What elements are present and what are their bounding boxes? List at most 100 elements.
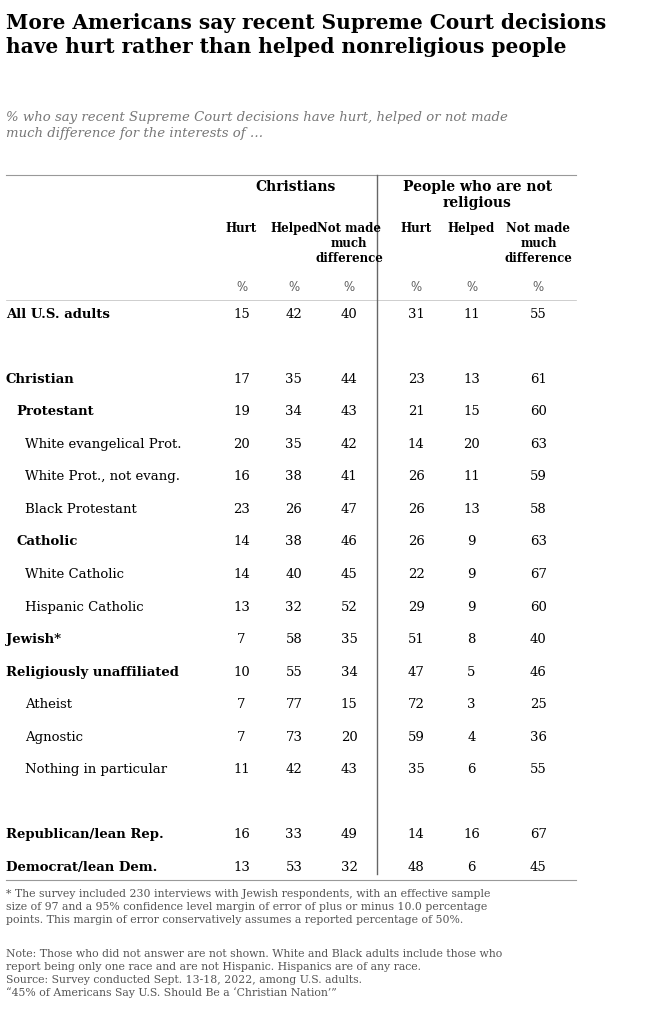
Text: 15: 15 [463,406,480,419]
Text: 7: 7 [237,730,246,743]
Text: 46: 46 [341,536,358,549]
Text: 41: 41 [341,470,358,483]
Text: 55: 55 [286,666,302,679]
Text: Hurt: Hurt [226,222,257,236]
Text: 40: 40 [341,308,358,321]
Text: %: % [411,281,421,294]
Text: 67: 67 [530,568,547,581]
Text: 14: 14 [233,568,250,581]
Text: Catholic: Catholic [16,536,78,549]
Text: Nothing in particular: Nothing in particular [25,763,167,776]
Text: 58: 58 [286,633,302,646]
Text: 6: 6 [467,860,476,873]
Text: %: % [344,281,355,294]
Text: 43: 43 [341,406,358,419]
Text: 16: 16 [233,828,250,841]
Text: 22: 22 [408,568,425,581]
Text: 42: 42 [286,308,302,321]
Text: 26: 26 [286,503,302,516]
Text: 14: 14 [408,438,425,451]
Text: 60: 60 [530,406,547,419]
Text: 36: 36 [530,730,547,743]
Text: Helped: Helped [448,222,495,236]
Text: 19: 19 [233,406,250,419]
Text: 34: 34 [286,406,302,419]
Text: 9: 9 [467,536,476,549]
Text: 32: 32 [341,860,358,873]
Text: 46: 46 [530,666,547,679]
Text: 29: 29 [407,600,425,613]
Text: %: % [533,281,544,294]
Text: 38: 38 [286,536,302,549]
Text: 63: 63 [530,438,547,451]
Text: Democrat/lean Dem.: Democrat/lean Dem. [6,860,157,873]
Text: White Catholic: White Catholic [25,568,124,581]
Text: 23: 23 [407,373,425,386]
Text: 5: 5 [467,666,476,679]
Text: 32: 32 [286,600,302,613]
Text: More Americans say recent Supreme Court decisions
have hurt rather than helped n: More Americans say recent Supreme Court … [6,13,606,57]
Text: 40: 40 [530,633,547,646]
Text: 17: 17 [233,373,250,386]
Text: 15: 15 [233,308,250,321]
Text: 55: 55 [530,308,547,321]
Text: 20: 20 [463,438,480,451]
Text: 38: 38 [286,470,302,483]
Text: 23: 23 [233,503,250,516]
Text: White evangelical Prot.: White evangelical Prot. [25,438,181,451]
Text: 14: 14 [408,828,425,841]
Text: %: % [466,281,477,294]
Text: 42: 42 [286,763,302,776]
Text: Black Protestant: Black Protestant [25,503,136,516]
Text: 34: 34 [341,666,358,679]
Text: Agnostic: Agnostic [25,730,83,743]
Text: 13: 13 [463,503,480,516]
Text: Christian: Christian [6,373,74,386]
Text: 26: 26 [407,503,425,516]
Text: White Prot., not evang.: White Prot., not evang. [25,470,180,483]
Text: Republican/lean Rep.: Republican/lean Rep. [6,828,163,841]
Text: 63: 63 [530,536,547,549]
Text: Protestant: Protestant [16,406,94,419]
Text: 6: 6 [467,763,476,776]
Text: 16: 16 [463,828,480,841]
Text: 47: 47 [341,503,358,516]
Text: 60: 60 [530,600,547,613]
Text: 31: 31 [407,308,425,321]
Text: 45: 45 [341,568,358,581]
Text: 7: 7 [237,633,246,646]
Text: 53: 53 [286,860,302,873]
Text: 26: 26 [407,536,425,549]
Text: 13: 13 [463,373,480,386]
Text: Hurt: Hurt [401,222,432,236]
Text: 59: 59 [530,470,547,483]
Text: 11: 11 [463,308,480,321]
Text: 48: 48 [408,860,425,873]
Text: 26: 26 [407,470,425,483]
Text: Helped: Helped [270,222,318,236]
Text: * The survey included 230 interviews with Jewish respondents, with an effective : * The survey included 230 interviews wit… [6,889,490,925]
Text: 13: 13 [233,600,250,613]
Text: 35: 35 [286,438,302,451]
Text: 11: 11 [463,470,480,483]
Text: 14: 14 [233,536,250,549]
Text: 77: 77 [286,698,302,711]
Text: Not made
much
difference: Not made much difference [504,222,572,265]
Text: 15: 15 [341,698,358,711]
Text: 35: 35 [341,633,358,646]
Text: Hispanic Catholic: Hispanic Catholic [25,600,144,613]
Text: 52: 52 [341,600,358,613]
Text: 44: 44 [341,373,358,386]
Text: All U.S. adults: All U.S. adults [6,308,110,321]
Text: Christians: Christians [255,179,336,194]
Text: 9: 9 [467,600,476,613]
Text: 42: 42 [341,438,358,451]
Text: 61: 61 [530,373,547,386]
Text: 51: 51 [408,633,425,646]
Text: 40: 40 [286,568,302,581]
Text: 7: 7 [237,698,246,711]
Text: 67: 67 [530,828,547,841]
Text: 20: 20 [233,438,250,451]
Text: 25: 25 [530,698,547,711]
Text: %: % [288,281,300,294]
